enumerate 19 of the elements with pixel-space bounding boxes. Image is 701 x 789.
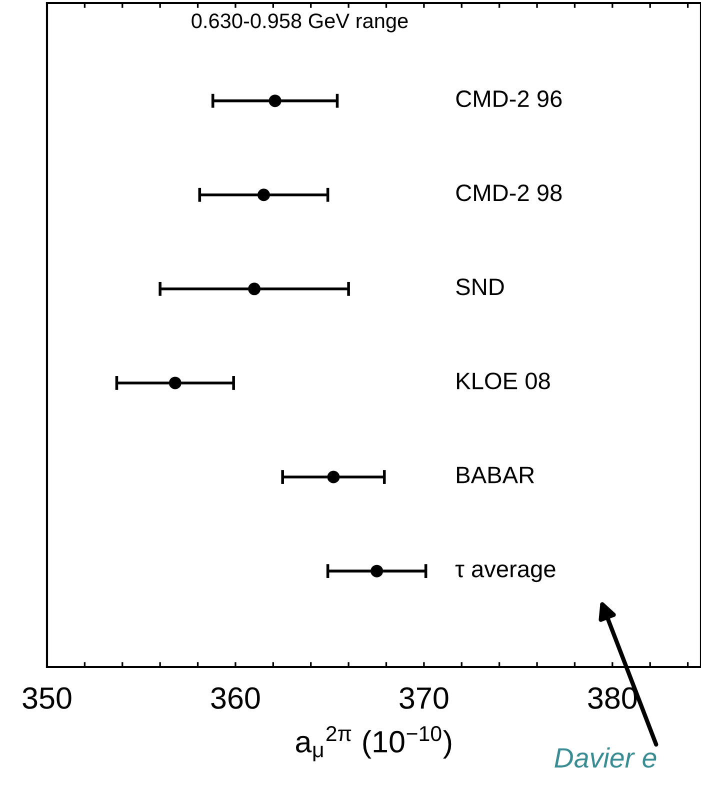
y-tick-label: CMD-2 98 <box>456 184 562 202</box>
y-tick-label: τ average <box>455 564 556 582</box>
point <box>327 470 340 484</box>
x-tick-label: 370 <box>400 687 448 709</box>
x-axis-title: a$_{μ}$$^{2π}$ (10$^{−10}$) <box>296 726 452 762</box>
point <box>370 564 384 578</box>
annotation: 0.630-0.958 GeV range <box>192 14 408 32</box>
y-tick-label: BABAR <box>457 466 534 484</box>
text: Davier e <box>554 747 656 768</box>
point <box>248 282 261 296</box>
y-tick-label: CMD-2 96 <box>456 90 562 108</box>
point <box>257 188 270 202</box>
point <box>268 94 282 108</box>
x-tick-label: 360 <box>211 687 260 709</box>
y-tick-label: SND <box>456 278 504 296</box>
x-tick-label: 350 <box>22 687 72 709</box>
y-tick-label: KLOE 08 <box>457 372 550 390</box>
point <box>168 376 182 390</box>
x-tick-label: 380 <box>588 687 637 709</box>
